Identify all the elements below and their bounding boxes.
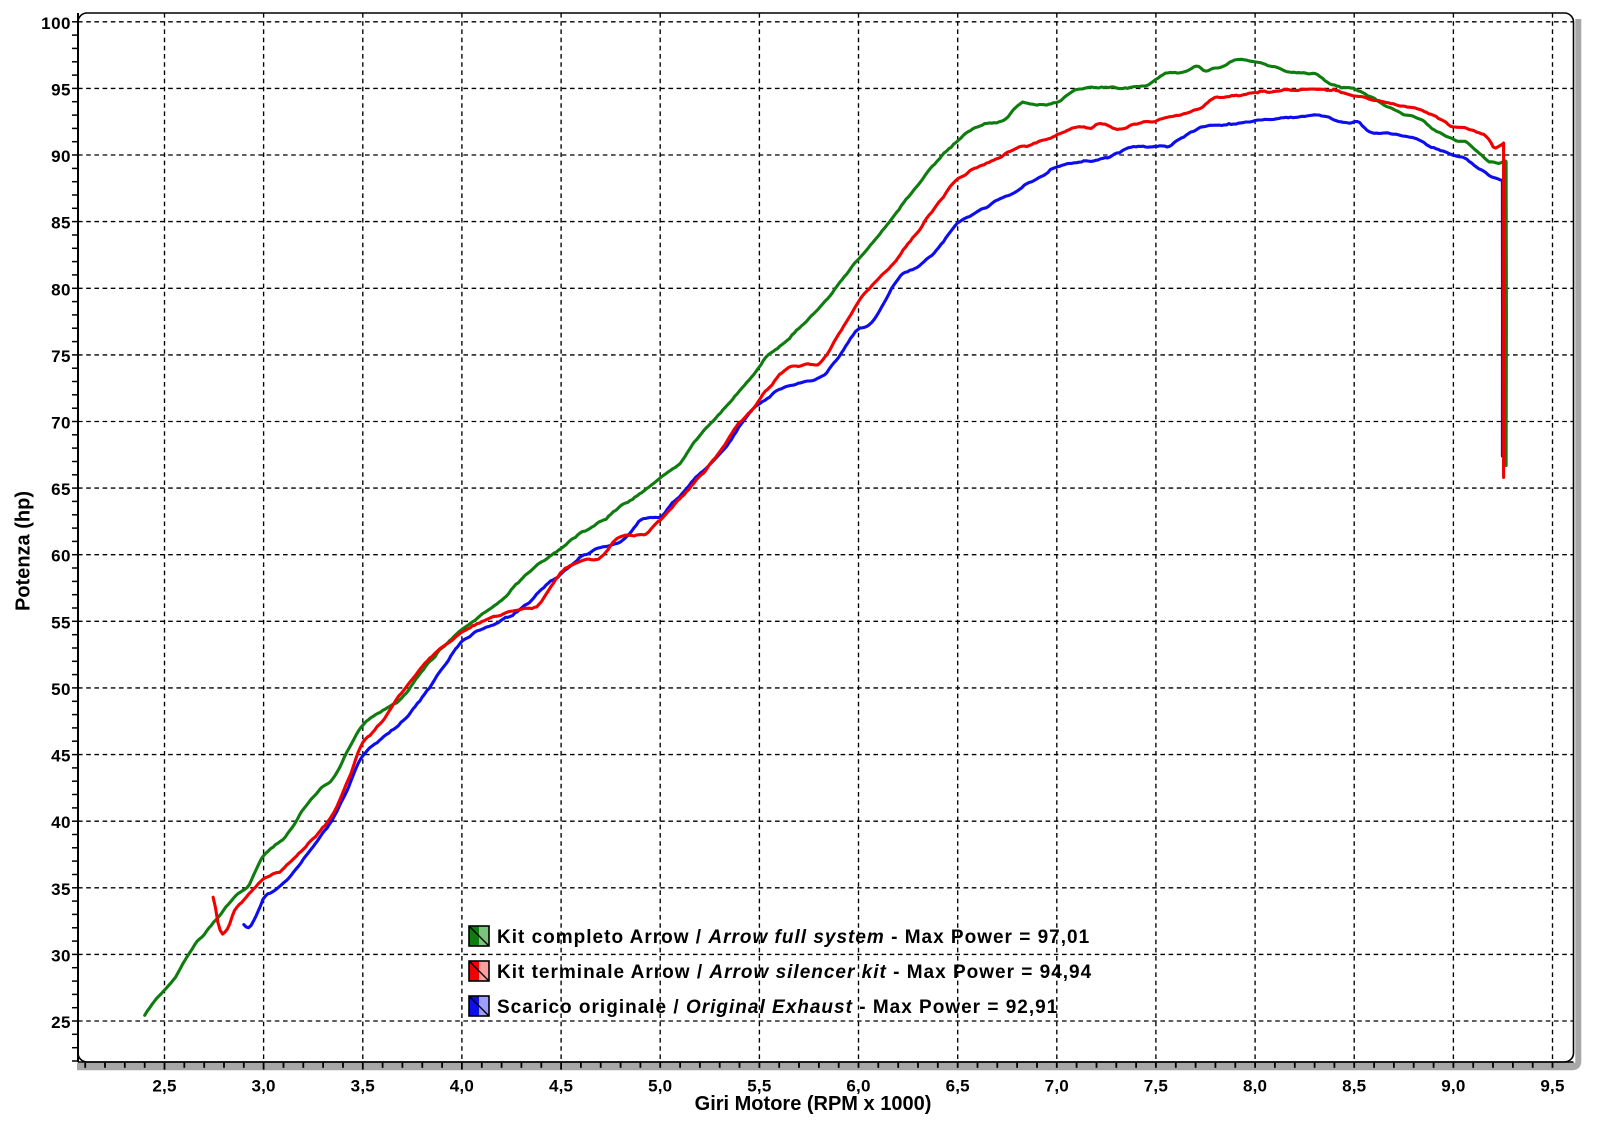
svg-text:Scarico originale / Original E: Scarico originale / Original Exhaust - M…	[497, 997, 1058, 1018]
svg-text:7,0: 7,0	[1045, 1077, 1069, 1096]
svg-text:80: 80	[51, 280, 71, 299]
svg-text:3,5: 3,5	[351, 1077, 375, 1096]
svg-text:4,5: 4,5	[549, 1077, 573, 1096]
svg-text:6,5: 6,5	[946, 1077, 970, 1096]
svg-text:9,0: 9,0	[1441, 1077, 1465, 1096]
svg-text:8,0: 8,0	[1243, 1077, 1267, 1096]
svg-text:3,0: 3,0	[251, 1077, 275, 1096]
svg-text:7,5: 7,5	[1144, 1077, 1168, 1096]
svg-text:4,0: 4,0	[450, 1077, 474, 1096]
svg-text:90: 90	[51, 147, 71, 166]
svg-text:9,5: 9,5	[1540, 1077, 1564, 1096]
svg-text:8,5: 8,5	[1342, 1077, 1366, 1096]
svg-text:5,0: 5,0	[648, 1077, 672, 1096]
svg-text:Giri Motore (RPM x 1000): Giri Motore (RPM x 1000)	[695, 1093, 932, 1115]
svg-text:Kit terminale Arrow / Arrow si: Kit terminale Arrow / Arrow silencer kit…	[497, 962, 1092, 983]
svg-text:6,0: 6,0	[846, 1077, 870, 1096]
svg-text:50: 50	[51, 680, 71, 699]
svg-text:95: 95	[51, 80, 71, 99]
svg-text:30: 30	[51, 946, 71, 965]
svg-text:40: 40	[51, 813, 71, 832]
svg-text:Potenza (hp): Potenza (hp)	[13, 491, 35, 611]
svg-text:60: 60	[51, 547, 71, 566]
svg-text:25: 25	[51, 1013, 71, 1032]
svg-text:100: 100	[41, 14, 71, 33]
svg-text:45: 45	[51, 747, 71, 766]
svg-text:85: 85	[51, 214, 71, 233]
svg-text:2,5: 2,5	[152, 1077, 176, 1096]
svg-text:55: 55	[51, 613, 71, 632]
svg-text:Kit completo Arrow / Arrow ful: Kit completo Arrow / Arrow full system -…	[497, 927, 1090, 948]
svg-text:35: 35	[51, 880, 71, 899]
svg-text:75: 75	[51, 347, 71, 366]
svg-text:5,5: 5,5	[747, 1077, 771, 1096]
svg-text:65: 65	[51, 480, 71, 499]
svg-text:70: 70	[51, 414, 71, 433]
